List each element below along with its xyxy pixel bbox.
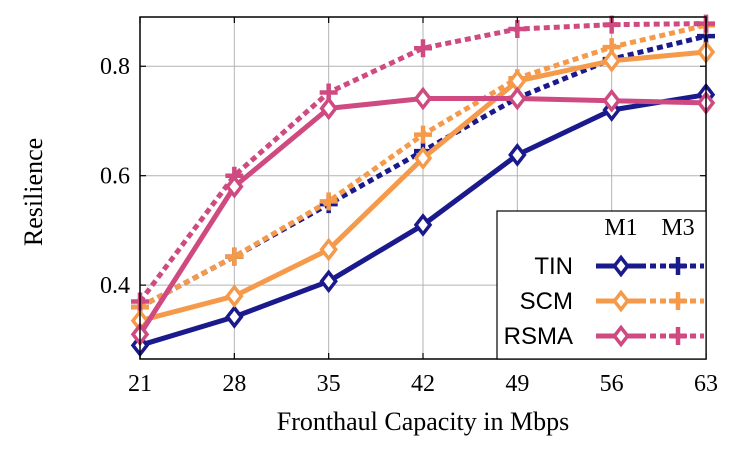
legend-column-m1: M1	[604, 215, 637, 241]
x-axis-title: Fronthaul Capacity in Mbps	[277, 407, 569, 436]
x-tick-label: 42	[411, 371, 435, 397]
legend-column-m3: M3	[661, 215, 694, 241]
x-tick-label: 56	[600, 371, 624, 397]
series-rsma-m1	[130, 86, 716, 347]
legend-marker-m3	[669, 327, 687, 345]
data-point-rsma-m1	[602, 88, 621, 113]
y-axis-title: Resilience	[19, 138, 48, 246]
legend-marker-m1	[612, 289, 630, 313]
data-point-scm-m3	[319, 192, 338, 211]
legend-marker-m1	[612, 254, 630, 278]
data-point-rsma-m1	[319, 96, 338, 121]
data-point-scm-m1	[225, 284, 244, 308]
data-point-rsma-m1	[413, 86, 433, 111]
data-point-tin-m1	[508, 143, 527, 167]
legend-marker-m1	[612, 324, 630, 348]
data-point-tin-m1	[225, 305, 244, 329]
y-tick-label: 0.6	[100, 164, 130, 190]
data-point-rsma-m3	[508, 20, 527, 39]
data-point-tin-m1	[413, 213, 433, 237]
y-tick-label: 0.4	[100, 273, 130, 299]
legend-label: RSMA	[504, 323, 573, 350]
data-point-rsma-m1	[508, 86, 527, 111]
data-point-scm-m1	[602, 48, 621, 73]
legend-marker-m3	[669, 292, 687, 310]
x-tick-label: 21	[128, 371, 152, 397]
data-point-scm-m1	[319, 237, 338, 262]
data-point-scm-m1	[413, 146, 433, 171]
x-tick-label: 63	[694, 371, 718, 397]
data-point-tin-m1	[319, 269, 338, 294]
x-tick-label: 35	[317, 371, 341, 397]
x-tick-label: 28	[222, 371, 246, 397]
x-tick-label: 49	[505, 371, 529, 397]
legend-label: SCM	[520, 288, 573, 315]
data-point-rsma-m3	[414, 39, 432, 58]
legend-label: TIN	[534, 253, 573, 280]
data-point-scm-m3	[225, 247, 244, 266]
data-point-scm-m3	[414, 125, 432, 144]
legend-marker-m3	[669, 257, 687, 275]
legend: M1 M3 TIN SCM RSMA	[496, 210, 707, 360]
y-tick-label: 0.8	[100, 54, 130, 80]
data-point-rsma-m1	[225, 174, 244, 199]
